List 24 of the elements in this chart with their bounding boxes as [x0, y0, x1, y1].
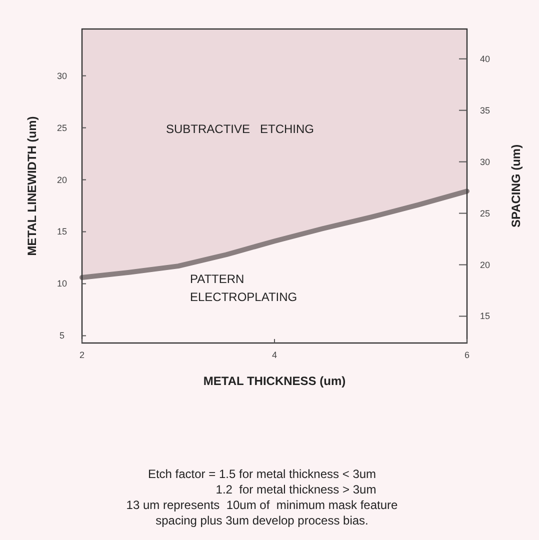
y-tick-label: 20 [56, 174, 68, 185]
y-tick-label: 15 [56, 226, 68, 237]
y2-tick-label: 25 [480, 208, 490, 218]
y2-tick-label: 20 [480, 260, 490, 270]
text: spacing plus 3um develop process bias. [156, 514, 368, 528]
y2-tick-label: 15 [480, 311, 490, 322]
text: 1.2 for metal thickness > 3um [216, 482, 376, 496]
x-axis-title: METAL THICKNESS (um) [203, 374, 346, 388]
y2-tick-label: 30 [480, 156, 490, 167]
y2-tick-label: 40 [480, 54, 490, 64]
annotation: SUBTRACTIVE ETCHING [166, 122, 314, 136]
text: Etch factor = 1.5 for metal thickness < 3um [148, 467, 376, 481]
y2-axis-title: SPACING (um) [509, 144, 523, 228]
x-tick-label: 6 [464, 350, 470, 360]
y-tick-label: 30 [56, 70, 68, 81]
y2-tick-label: 35 [480, 105, 490, 116]
annotation: PATTERN ELECTROPLATING [190, 272, 298, 304]
y-axis-title: METAL LINEWIDTH (um) [25, 116, 39, 256]
y-tick-label: 10 [56, 278, 68, 289]
y-tick-label: 25 [56, 122, 68, 133]
text: 13 um represents 10um of minimum mask feature [126, 498, 398, 512]
y-tick-label: 5 [59, 330, 65, 341]
x-tick-label: 4 [272, 350, 278, 360]
x-tick-label: 2 [79, 350, 85, 360]
